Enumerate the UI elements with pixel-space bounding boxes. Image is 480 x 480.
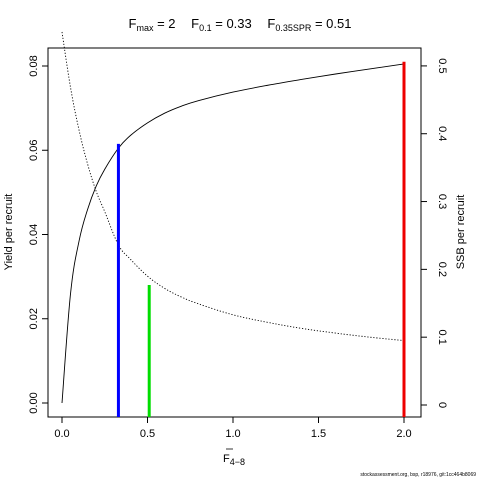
y-right-tick-label: 0.1 xyxy=(436,330,448,345)
footer-note: stockassessment.org, bsp, r18976, git:1c… xyxy=(360,472,476,478)
x-tick-label: 1.5 xyxy=(311,428,326,440)
y-right-tick-label: 0.3 xyxy=(436,194,448,209)
x-tick-label: 0.0 xyxy=(54,428,69,440)
ssb-per-recruit-line xyxy=(61,31,405,342)
x-tick-label: 1.0 xyxy=(225,428,240,440)
y-left-tick-label: 0.08 xyxy=(28,55,40,76)
yield-per-recruit-line xyxy=(61,63,405,404)
x-axis-title: F4−8 xyxy=(223,453,245,467)
chart-title: Fmax = 2 F0.1 = 0.33 F0.35SPR = 0.51 xyxy=(129,16,352,33)
title-f01: F0.1 = 0.33 xyxy=(191,16,252,33)
y-axis-title-right: SSB per recruit xyxy=(455,195,467,270)
y-right-tick-label: 0.4 xyxy=(436,126,448,141)
y-right-tick-label: 0.5 xyxy=(436,58,448,73)
x-tick-label: 0.5 xyxy=(140,428,155,440)
y-left-tick-label: 0.02 xyxy=(28,308,40,329)
plot-frame xyxy=(47,47,422,418)
y-right-tick-label: 0.2 xyxy=(436,262,448,277)
y-axis-title-left: Yield per recruit xyxy=(3,194,15,271)
series-layer xyxy=(61,31,405,404)
reference-lines xyxy=(116,61,406,417)
x-tick-label: 2.0 xyxy=(396,428,411,440)
y-left-tick-label: 0.00 xyxy=(28,392,40,413)
title-fmax: Fmax = 2 xyxy=(129,16,176,33)
title-fspr: F0.35SPR = 0.51 xyxy=(267,16,351,33)
y-left-tick-label: 0.04 xyxy=(28,224,40,245)
y-right-tick-label: 0 xyxy=(436,402,448,408)
y-left-tick-label: 0.06 xyxy=(28,140,40,161)
axes: 0.0 0.5 1.0 1.5 2.0 0.00 0.02 0.04 0.06 0.08 0 0.1 0… xyxy=(28,55,448,440)
